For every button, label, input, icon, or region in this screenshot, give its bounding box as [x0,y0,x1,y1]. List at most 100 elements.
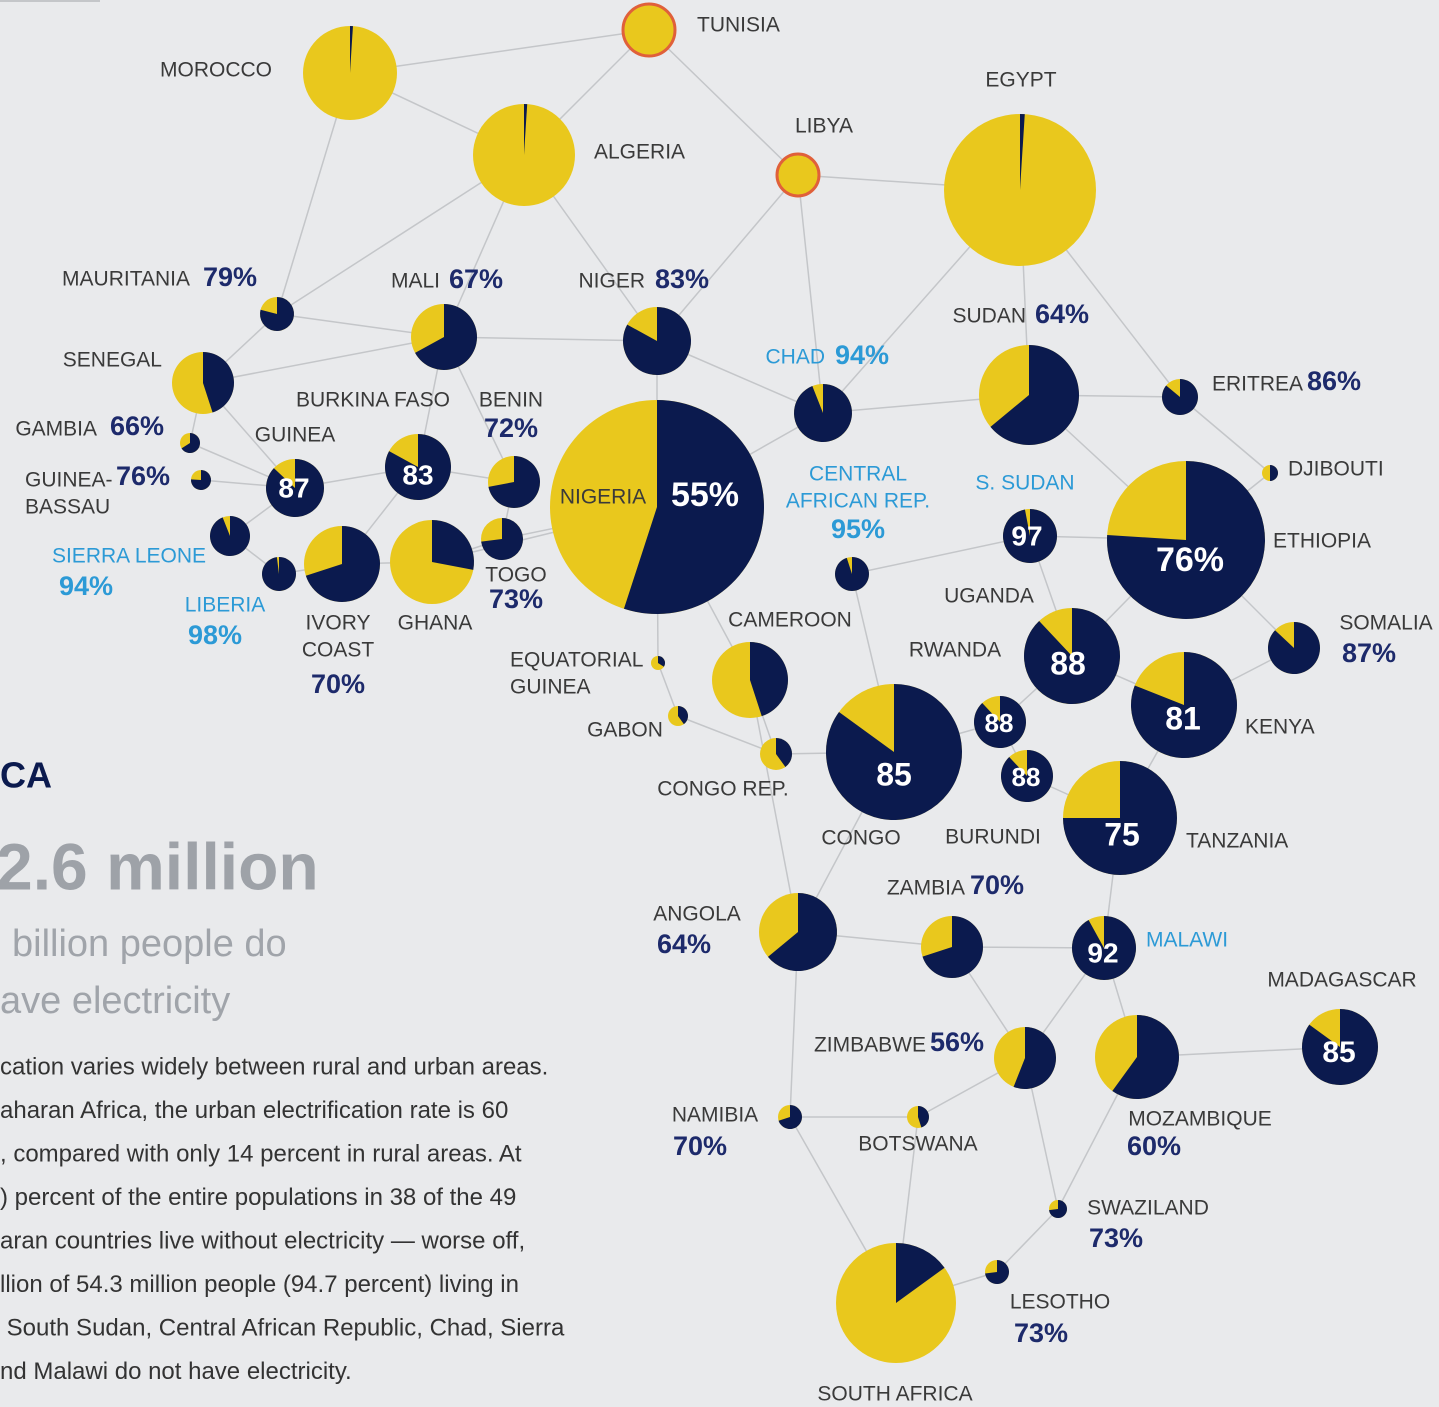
subtitle: billion people do [12,923,287,965]
value-label: 97 [1011,520,1042,551]
country-name: CONGO [821,827,900,850]
pie-slice [990,345,1079,446]
country-name: LIBYA [795,115,853,138]
value-label: 70% [970,870,1024,900]
country-name: GUINEA- [25,469,113,492]
country-name: S. SUDAN [975,472,1074,495]
pie-slice [524,104,528,155]
edge [996,1208,1059,1273]
country-name: AFRICAN REP. [786,490,930,513]
value-label: 88 [985,708,1014,738]
value-label: 85 [1322,1036,1355,1069]
country-name: BASSAU [25,496,110,519]
pie-slice [488,456,541,508]
pie-slice [985,1260,1009,1284]
pie-slice [1131,652,1237,758]
pie-slice [350,26,353,73]
country-name: GUINEA [255,424,336,447]
country-name: NIGERIA [560,486,646,509]
pie-slice [1013,1027,1056,1089]
value-label: 70% [673,1131,727,1161]
pie-slice [384,434,451,501]
country-name: SENEGAL [63,349,162,372]
country-name: TUNISIA [697,14,780,37]
pie-slice [260,297,294,332]
country-name: CHAD [765,346,825,369]
country-name: SUDAN [952,305,1026,328]
value-label: 76% [1156,541,1224,579]
country-name: MOZAMBIQUE [1128,1108,1272,1131]
value-label: 64% [657,929,711,959]
country-name: ERITREA [1212,373,1303,396]
pie-slice [1072,916,1137,981]
value-label: 81 [1165,700,1201,736]
pie-slice [974,696,1026,749]
value-label: 94% [59,571,113,601]
value-label: 72% [484,413,538,443]
value-label: 73% [1089,1223,1143,1253]
pie-slice [415,304,478,371]
value-label: 85 [876,756,912,792]
pie-base [775,152,821,198]
pie-slice [1162,379,1198,415]
edge [202,336,445,384]
country-name: KENYA [1245,716,1315,739]
country-name: BOTSWANA [858,1133,977,1156]
country-name: CONGO REP. [657,778,788,801]
country-name: SOMALIA [1339,612,1432,635]
labels: TUNISIA MOROCCO ALGERIA LIBYA EGYPT MAURITANI… [15,14,1432,1406]
country-name: TOGO [485,564,546,587]
pie-slice [1270,465,1278,481]
body-line: nd Malawi do not have electricity. [0,1358,352,1385]
edge [797,174,824,414]
pie-slice [261,557,296,591]
country-name: BURUNDI [945,826,1041,849]
pie-slice [481,518,523,561]
country-name: GUINEA [510,676,591,699]
pie-slice [750,642,788,717]
edge [349,29,650,74]
country-name: NAMIBIA [672,1104,758,1127]
country-name: BURKINA FASO [296,389,450,412]
country-name: GAMBIA [15,418,97,441]
body-line: ) percent of the entire populations in 3… [0,1184,516,1211]
pie-slice [918,1106,930,1128]
value-label: 88 [1050,645,1086,681]
big-number: 2.6 million [0,829,319,903]
country-name: LIBERIA [185,594,266,617]
pie-slice [623,307,691,375]
pie-slice [1020,114,1025,190]
edge [443,336,658,342]
country-name: SIERRA LEONE [52,545,206,568]
value-label: 55% [671,476,739,514]
pie-slice [1302,1009,1379,1085]
edge [648,29,799,176]
pies [172,2,1379,1363]
pie-slice [678,706,689,725]
value-label: 64% [1035,299,1089,329]
value-label: 73% [1014,1318,1068,1348]
country-name: NIGER [578,270,645,293]
pie-slice [896,1243,945,1303]
pie-base [621,2,677,58]
pie-slice [793,384,852,442]
country-name: ALGERIA [594,141,685,164]
value-label: 86% [1307,366,1361,396]
pie-slice [776,738,792,767]
pie-slice [210,516,250,556]
country-name: SWAZILAND [1087,1197,1209,1220]
country-name: ETHIOPIA [1273,530,1371,553]
value-label: 75 [1104,816,1140,852]
country-name: MALI [391,270,440,293]
pie-slice [1049,1200,1067,1218]
pie-slice [778,1105,802,1129]
country-name: UGANDA [944,585,1034,608]
pie-slice [1002,509,1057,563]
value-label: 83% [655,264,709,294]
pie-slice [623,400,764,615]
country-name: IVORY [306,612,371,635]
body-line: , compared with only 14 percent in rural… [0,1140,522,1167]
edge [851,535,1031,575]
